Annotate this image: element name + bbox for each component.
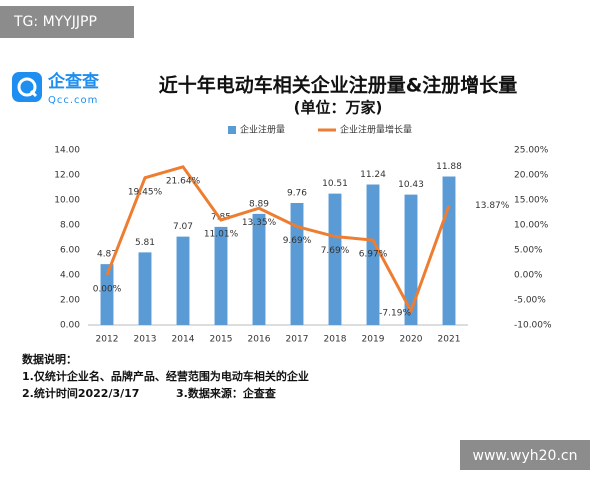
y2-tick-label: 0.00% xyxy=(514,271,543,281)
line-value-label: 9.69% xyxy=(283,236,312,246)
y2-tick-label: -10.00% xyxy=(514,321,552,331)
bar xyxy=(328,193,342,325)
bar xyxy=(138,252,152,325)
bar-value-label: 10.51 xyxy=(322,179,348,189)
bar-value-label: 8.89 xyxy=(249,199,269,209)
bar xyxy=(404,194,418,325)
bar-value-label: 11.88 xyxy=(436,162,462,172)
line-value-label: 7.69% xyxy=(321,246,350,256)
line-value-label: -7.19% xyxy=(379,308,411,318)
bar xyxy=(290,203,304,325)
chart-title: 近十年电动车相关企业注册量&注册增长量 xyxy=(159,74,518,97)
x-tick-label: 2017 xyxy=(286,335,309,345)
legend-swatch xyxy=(228,126,236,134)
line xyxy=(105,165,451,315)
y2-tick-label: 5.00% xyxy=(514,246,543,256)
bar xyxy=(214,226,228,325)
y-tick-label: 0.00 xyxy=(60,321,80,331)
logo-q xyxy=(17,77,37,97)
legend-label: 企业注册量增长量 xyxy=(340,124,412,136)
y2-tick-label: -5.00% xyxy=(514,296,546,306)
bar xyxy=(252,213,266,325)
line-value-label: 0.00% xyxy=(93,285,122,295)
bar xyxy=(100,264,114,325)
y-tick-label: 14.00 xyxy=(54,146,80,156)
y-tick-label: 2.00 xyxy=(60,296,80,306)
x-tick-label: 2019 xyxy=(362,335,385,345)
bar-value-label: 4.87 xyxy=(97,250,117,260)
y2-tick-label: 20.00% xyxy=(514,171,549,181)
y2-tick-label: 10.00% xyxy=(514,221,549,231)
logo-icon xyxy=(12,72,42,102)
legend-label: 企业注册量 xyxy=(240,124,285,136)
notes-heading: 数据说明： xyxy=(22,352,77,366)
line-value-label: 19.45% xyxy=(128,187,163,197)
line-value-label: 13.87% xyxy=(475,201,510,211)
bar-value-label: 10.43 xyxy=(398,180,424,190)
line-value-label: 13.35% xyxy=(242,218,277,228)
x-tick-label: 2013 xyxy=(134,335,157,345)
logo-name: 企查查 xyxy=(47,71,100,92)
y-tick-label: 4.00 xyxy=(60,271,80,281)
bar-value-label: 5.81 xyxy=(135,238,155,248)
footer: www.wyh20.cn xyxy=(473,448,578,464)
bar xyxy=(176,236,190,325)
bar-value-label: 9.76 xyxy=(287,189,307,199)
y-tick-label: 6.00 xyxy=(60,246,80,256)
y2-tick-label: 25.00% xyxy=(514,146,549,156)
logo-domain: Qcc.com xyxy=(48,95,98,106)
x-tick-label: 2016 xyxy=(248,335,271,345)
bar-value-label: 7.07 xyxy=(173,222,193,232)
x-tick-label: 2021 xyxy=(438,335,461,345)
line-value-label: 6.97% xyxy=(359,250,388,260)
y-tick-label: 12.00 xyxy=(54,171,80,181)
bar-value-label: 11.24 xyxy=(360,170,386,180)
x-tick-label: 2018 xyxy=(324,335,347,345)
bar xyxy=(366,184,380,325)
y-tick-label: 8.00 xyxy=(60,221,80,231)
bar xyxy=(442,176,456,325)
footer-box xyxy=(460,440,590,470)
logo-q-tail xyxy=(29,89,38,98)
notes-line: 2.统计时间2022/3/17 xyxy=(22,386,139,400)
x-tick-label: 2014 xyxy=(172,335,195,345)
watermark-box xyxy=(0,6,134,38)
notes-line: 1.仅统计企业名、品牌产品、经营范围为电动车相关的企业 xyxy=(22,369,309,383)
y2-tick-label: 15.00% xyxy=(514,196,549,206)
y-tick-label: 10.00 xyxy=(54,196,80,206)
line-value-label: 11.01% xyxy=(204,229,239,239)
watermark: TG: MYYJJPP xyxy=(13,14,97,30)
chart-subtitle: (单位：万家) xyxy=(294,99,383,117)
notes-line: 3.数据来源：企查查 xyxy=(176,386,276,400)
x-tick-label: 2015 xyxy=(210,335,233,345)
x-tick-label: 2012 xyxy=(96,335,119,345)
x-tick-label: 2020 xyxy=(400,335,423,345)
line-value-label: 21.64% xyxy=(166,176,201,186)
